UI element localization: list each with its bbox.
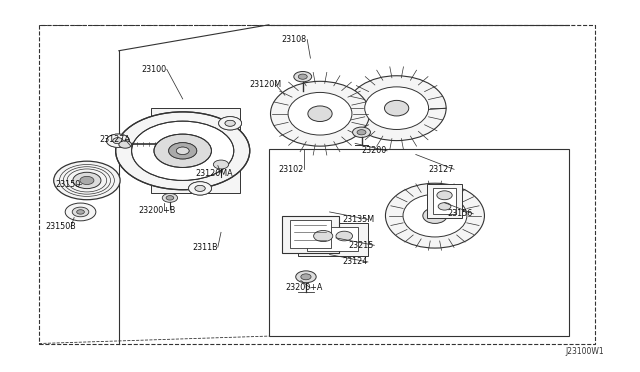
Circle shape [336,231,353,241]
Bar [282,216,339,253]
Ellipse shape [288,92,352,135]
Circle shape [189,182,212,195]
Circle shape [195,185,205,191]
Text: 23102: 23102 [278,165,304,174]
Text: 23127: 23127 [429,165,454,174]
Bar [298,223,368,256]
Circle shape [219,116,242,130]
Text: 23150: 23150 [55,180,80,189]
Circle shape [353,127,371,137]
Circle shape [169,142,196,159]
Circle shape [154,134,211,167]
Ellipse shape [423,208,447,224]
Circle shape [301,274,311,280]
Circle shape [72,207,89,217]
Text: 23200+B: 23200+B [138,206,175,215]
Text: 23150B: 23150B [45,222,76,231]
Circle shape [357,130,366,135]
Circle shape [314,231,333,241]
Circle shape [176,147,189,154]
Ellipse shape [365,87,429,129]
Text: J23100W1: J23100W1 [566,347,604,356]
Circle shape [219,116,242,130]
Circle shape [77,210,84,214]
Text: 23120MA: 23120MA [195,169,233,177]
Text: 23120M: 23120M [250,80,282,89]
Circle shape [296,271,316,283]
Circle shape [176,147,189,154]
Circle shape [54,161,120,200]
Circle shape [169,142,196,159]
Circle shape [225,120,236,126]
Text: 23124: 23124 [342,257,367,266]
Bar [427,184,463,218]
Text: 23100: 23100 [141,65,166,74]
Bar [290,220,332,248]
Ellipse shape [308,106,332,122]
Ellipse shape [271,81,369,146]
Circle shape [298,74,307,79]
Text: 23200: 23200 [362,146,387,155]
Circle shape [166,196,173,200]
Circle shape [438,203,451,210]
Circle shape [225,120,236,126]
Circle shape [80,176,94,185]
Circle shape [189,182,212,195]
Circle shape [113,138,123,144]
Text: 2311B: 2311B [192,243,218,251]
Text: 23215: 23215 [349,241,374,250]
Bar [269,149,569,336]
Text: 23127A: 23127A [100,135,131,144]
Circle shape [195,185,205,191]
Ellipse shape [385,100,409,116]
Circle shape [106,134,129,147]
Circle shape [106,134,129,147]
Bar [433,188,456,214]
Bar [307,227,358,251]
Circle shape [437,191,452,200]
Circle shape [73,172,101,189]
Circle shape [113,138,123,144]
Polygon shape [151,108,240,193]
Text: 23108: 23108 [282,35,307,44]
Circle shape [119,141,132,148]
Text: 23135M: 23135M [342,215,374,224]
Text: 23156: 23156 [448,209,473,218]
Ellipse shape [403,194,467,237]
Circle shape [116,112,250,190]
Circle shape [213,160,228,169]
Circle shape [65,203,96,221]
Ellipse shape [385,183,484,248]
Circle shape [294,71,312,82]
Circle shape [132,121,234,180]
Ellipse shape [347,76,446,141]
Circle shape [163,193,177,202]
Text: 23200+A: 23200+A [285,283,323,292]
